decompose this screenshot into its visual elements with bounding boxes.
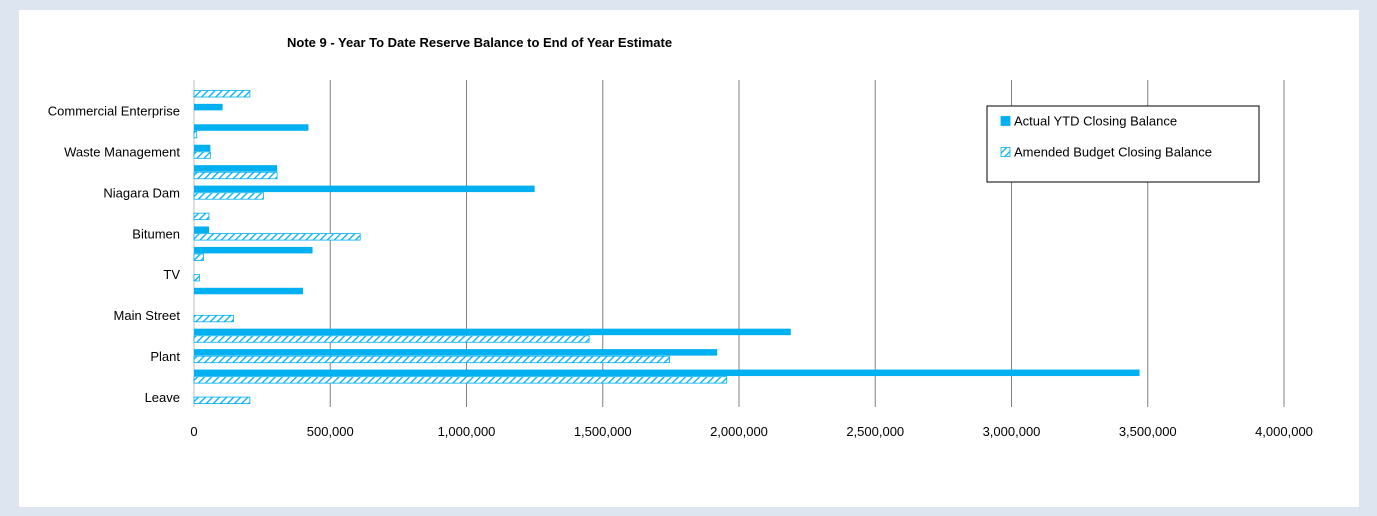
x-tick-label: 2,000,000 [710, 424, 768, 439]
bar-budget [193, 314, 234, 323]
x-tick-labels: 0 500,000 1,000,000 1,500,000 2,000,000 2,500… [190, 424, 1313, 439]
bar-chart: Note 9 - Year To Date Reserve Balance to… [48, 35, 1313, 439]
x-tick-label: 0 [190, 424, 197, 439]
bar-budget [193, 212, 210, 221]
x-tick-label: 500,000 [307, 424, 354, 439]
bar-budget [193, 335, 590, 343]
category-label: Niagara Dam [103, 185, 180, 200]
bar-actual [194, 185, 535, 193]
bar-actual [194, 165, 278, 172]
x-tick-label: 1,000,000 [438, 424, 496, 439]
category-label: Plant [150, 349, 180, 364]
legend-box [986, 105, 1260, 183]
bar-budget [193, 376, 728, 384]
bar-actual [194, 226, 209, 233]
bar-budget [193, 130, 198, 139]
category-label: Main Street [114, 308, 181, 323]
x-tick-label: 2,500,000 [846, 424, 904, 439]
x-tick-label: 3,500,000 [1119, 424, 1177, 439]
bar-budget [193, 396, 251, 404]
category-label: TV [163, 267, 180, 282]
bar-actual [194, 369, 1140, 377]
bar-budget [193, 274, 200, 282]
bar-actual [194, 103, 223, 111]
bar-budget [193, 355, 670, 364]
bar-actual [194, 287, 303, 295]
x-tick-label: 1,500,000 [574, 424, 632, 439]
legend-label-budget: Amended Budget Closing Balance [1014, 145, 1212, 160]
bars [193, 90, 1140, 404]
bar-budget [193, 253, 204, 261]
bar-budget [193, 151, 211, 159]
bar-actual [194, 124, 309, 131]
legend-swatch-actual [1000, 116, 1011, 126]
x-tick-label: 3,000,000 [983, 424, 1041, 439]
bar-budget [193, 192, 264, 200]
legend-swatch-budget [1000, 147, 1011, 157]
bar-actual [194, 144, 211, 152]
category-label: Waste Management [64, 145, 180, 160]
bar-budget [193, 171, 278, 180]
legend-label-actual: Actual YTD Closing Balance [1014, 114, 1177, 129]
legend: Actual YTD Closing Balance Amended Budget… [986, 105, 1260, 183]
chart-title: Note 9 - Year To Date Reserve Balance to… [287, 35, 672, 50]
category-label: Leave [145, 390, 180, 405]
bar-budget [193, 90, 251, 98]
bar-budget [193, 233, 361, 241]
chart-area: Note 9 - Year To Date Reserve Balance to… [19, 10, 1359, 507]
category-label: Commercial Enterprise [48, 104, 180, 119]
category-label: Bitumen [132, 226, 180, 241]
x-tick-label: 4,000,000 [1255, 424, 1313, 439]
bar-actual [194, 328, 791, 336]
bar-actual [194, 349, 718, 356]
bar-actual [194, 246, 313, 254]
category-labels: Leave Plant Main Street TV Bitumen Niagara Da… [48, 104, 181, 405]
